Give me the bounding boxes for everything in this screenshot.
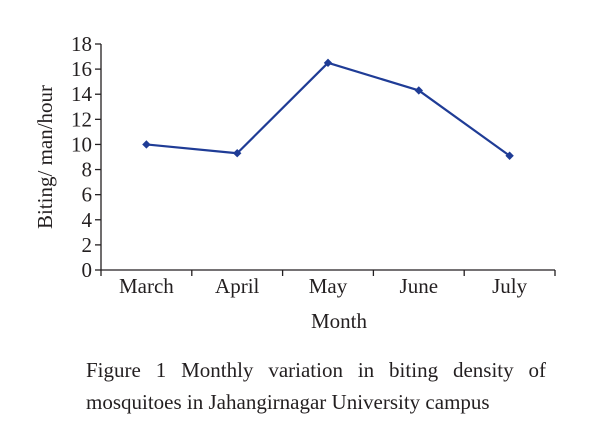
x-tick-label: July (492, 274, 528, 298)
y-tick-label: 4 (82, 208, 93, 232)
y-tick-label: 18 (71, 32, 92, 56)
x-tick-label: June (400, 274, 439, 298)
x-tick-label: April (215, 274, 259, 298)
y-tick-label: 6 (82, 183, 93, 207)
y-tick-label: 10 (71, 132, 92, 156)
y-tick-label: 12 (71, 107, 92, 131)
y-tick-label: 14 (71, 82, 93, 106)
x-tick-label: March (119, 274, 174, 298)
series (142, 58, 514, 160)
y-tick-label: 2 (82, 233, 93, 257)
x-axis-label: Month (311, 309, 368, 333)
series-line (146, 61, 511, 157)
data-point (505, 151, 514, 160)
y-tick-label: 8 (82, 158, 93, 182)
data-point (233, 149, 242, 158)
figure-caption: Figure 1 Monthly variation in biting den… (86, 358, 546, 414)
x-tick-label: May (309, 274, 348, 298)
y-tick-label: 16 (71, 57, 92, 81)
data-point (142, 140, 151, 149)
data-point (414, 86, 423, 95)
x-axis: March April May June July (100, 269, 556, 298)
y-tick-label: 0 (82, 258, 93, 282)
y-axis-label: Biting/ man/hour (33, 85, 57, 229)
data-point (323, 58, 333, 68)
